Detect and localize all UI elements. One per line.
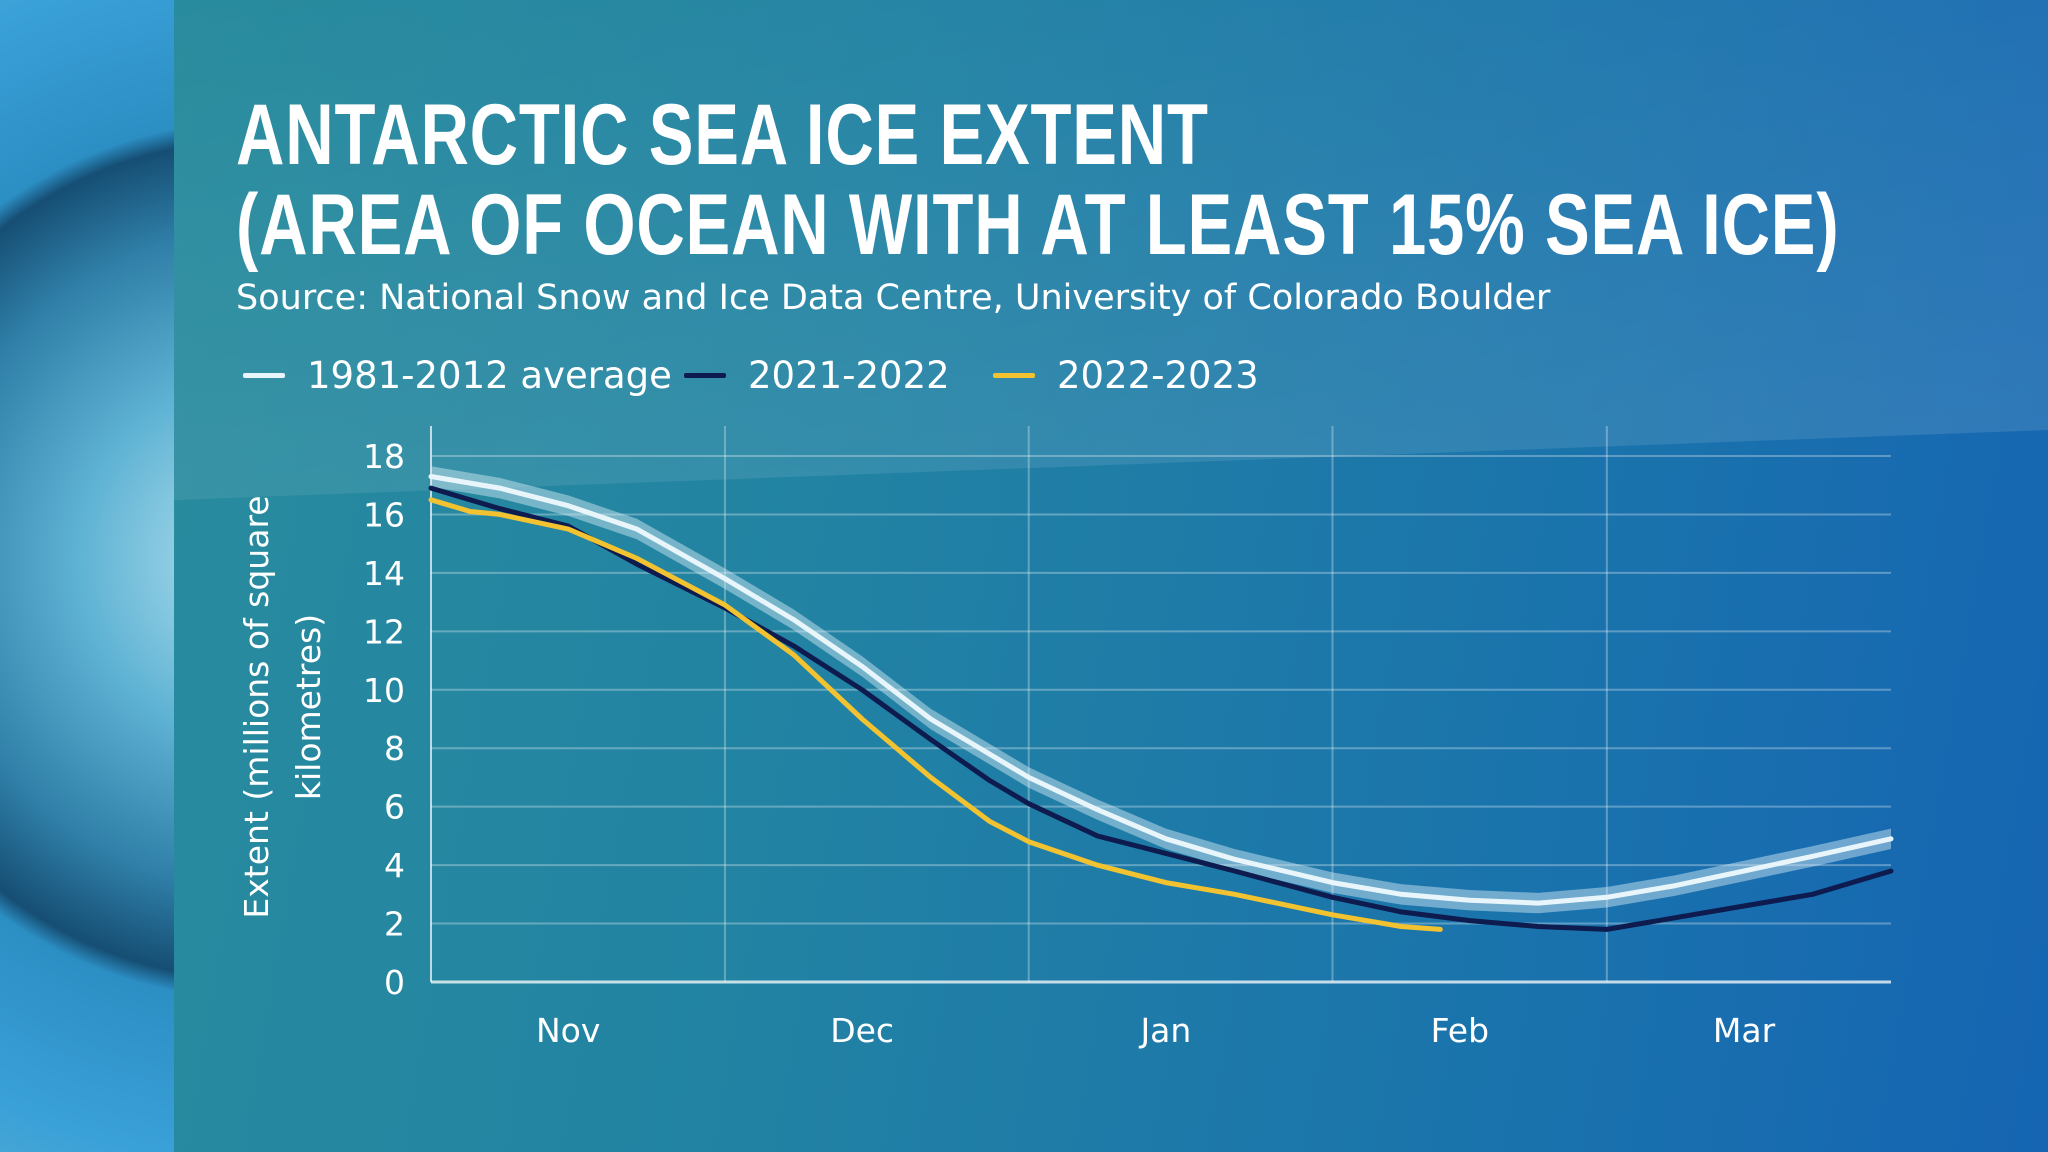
legend-swatch <box>684 372 726 378</box>
y-tick-label: 8 <box>384 729 405 768</box>
x-tick-label: Jan <box>1138 1011 1191 1050</box>
y-tick-label: 2 <box>384 905 405 944</box>
background-sheen <box>174 0 2048 500</box>
legend-item-average: 1981-2012 average <box>243 352 672 398</box>
legend-item-2022-2023: 2022-2023 <box>993 352 1259 398</box>
series-line-2021-2022 <box>428 485 1894 932</box>
legend-swatch <box>993 372 1035 378</box>
x-tick-label: Mar <box>1713 1011 1776 1050</box>
chart-subtitle: (AREA OF OCEAN WITH AT LEAST 15% SEA ICE… <box>236 177 1840 273</box>
globe-image <box>0 0 174 1152</box>
legend-label: 1981-2012 average <box>307 353 672 397</box>
series-line-2022-2023 <box>428 497 1443 932</box>
y-tick-label: 18 <box>363 437 405 476</box>
y-axis-label-line: Extent (millions of square <box>237 495 276 918</box>
x-tick-label: Dec <box>830 1011 894 1050</box>
legend-label: 2022-2023 <box>1057 353 1259 397</box>
chart-title: ANTARCTIC SEA ICE EXTENT <box>236 87 1209 183</box>
x-tick-label: Nov <box>536 1011 600 1050</box>
y-tick-label: 0 <box>384 963 405 1002</box>
y-tick-label: 10 <box>363 671 405 710</box>
legend-swatch <box>243 372 285 378</box>
y-tick-label: 14 <box>363 554 405 593</box>
legend-item-2021-2022: 2021-2022 <box>684 352 950 398</box>
chart-source: Source: National Snow and Ice Data Centr… <box>236 278 1551 318</box>
y-tick-label: 12 <box>363 612 405 651</box>
y-tick-label: 6 <box>384 788 405 827</box>
x-tick-label: Feb <box>1431 1011 1489 1050</box>
y-tick-label: 16 <box>363 495 405 534</box>
series-line-1981-2012 average <box>428 474 1894 906</box>
y-tick-label: 4 <box>384 846 405 885</box>
y-axis-label-line: kilometres) <box>289 614 328 800</box>
y-axis-label: Extent (millions of square kilometres) <box>237 495 328 918</box>
legend-label: 2021-2022 <box>748 353 950 397</box>
